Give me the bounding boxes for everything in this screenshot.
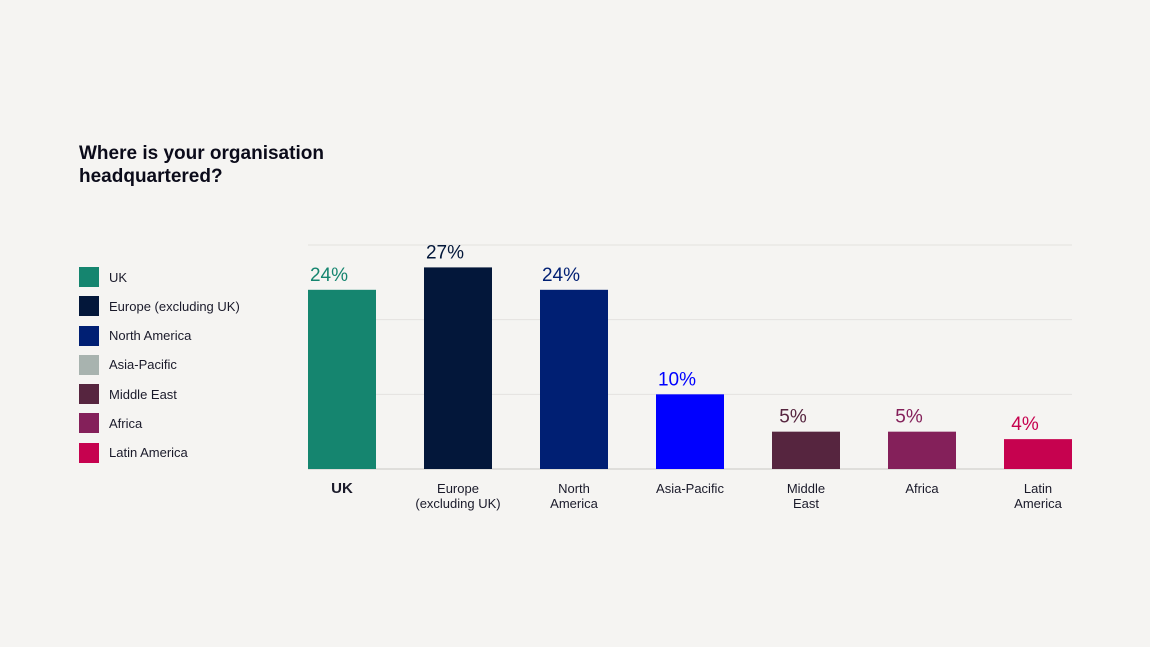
data-label: 5%: [779, 407, 807, 428]
data-label: 24%: [542, 265, 580, 286]
legend-swatch: [79, 325, 99, 346]
legend-item: North America: [79, 325, 240, 346]
x-tick-label: Africa: [905, 481, 939, 496]
legend-label: Africa: [109, 415, 143, 431]
x-tick-label: UK: [331, 480, 353, 497]
legend-label: UK: [109, 269, 128, 285]
x-tick-label: Latin America: [1014, 481, 1062, 511]
x-tick-label: Europe (excluding UK): [415, 481, 500, 511]
legend-label: Europe (excluding UK): [109, 298, 240, 314]
data-label: 5%: [895, 407, 923, 428]
bar: [540, 289, 608, 469]
data-label: 24%: [310, 265, 348, 286]
data-label: 27%: [426, 242, 464, 263]
legend-item: UK: [79, 267, 240, 287]
bar: [424, 267, 492, 469]
bar: [1004, 439, 1072, 469]
data-label: 4%: [1011, 414, 1039, 435]
legend-swatch: [79, 267, 99, 287]
data-label: 10%: [658, 369, 696, 390]
legend-item: Middle East: [79, 384, 240, 405]
legend-swatch: [79, 413, 99, 434]
legend-label: Asia-Pacific: [109, 357, 177, 373]
legend: UK Europe (excluding UK) North America Asia…: [79, 267, 240, 472]
x-tick-label: Middle East: [787, 481, 825, 511]
bar: [656, 394, 724, 469]
bar: [888, 431, 956, 469]
legend-swatch: [79, 354, 99, 375]
legend-item: Latin America: [79, 442, 240, 463]
legend-swatch: [79, 384, 99, 405]
legend-swatch: [79, 296, 99, 317]
x-tick-label: Asia-Pacific: [656, 481, 724, 496]
bar: [308, 289, 376, 469]
legend-item: Europe (excluding UK): [79, 296, 240, 317]
x-tick-label: North America: [550, 481, 598, 511]
legend-item: Africa: [79, 413, 240, 434]
legend-label: North America: [109, 328, 192, 344]
legend-label: Middle East: [109, 386, 177, 402]
bar: [772, 431, 840, 469]
chart-title: Where is your organisation headquartered…: [79, 143, 324, 187]
legend-label: Latin America: [109, 445, 188, 461]
legend-item: Asia-Pacific: [79, 354, 240, 375]
legend-swatch: [79, 442, 99, 463]
